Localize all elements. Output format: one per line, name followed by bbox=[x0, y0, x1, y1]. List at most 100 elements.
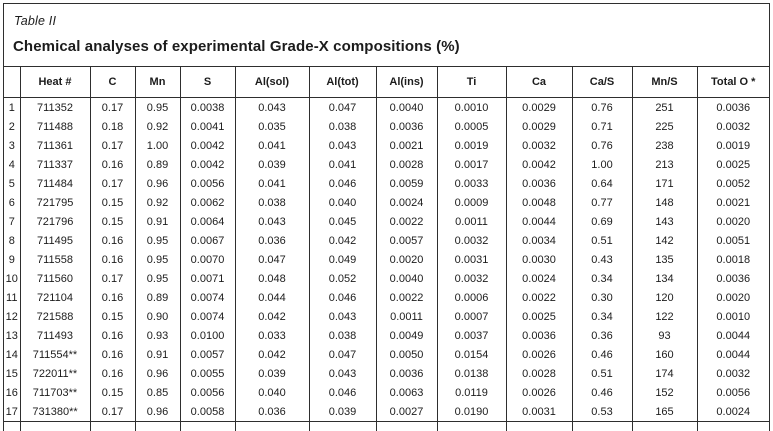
cell-al-ins: 0.0027 bbox=[375, 402, 438, 422]
cell-total-o: 0.0044 bbox=[696, 326, 769, 345]
col-header-ca-s: Ca/S bbox=[571, 66, 633, 98]
cell-ca: 0.0026 bbox=[505, 345, 573, 364]
col-header-ti: Ti bbox=[436, 66, 507, 98]
cell-row-number: 9 bbox=[4, 250, 21, 269]
cell-mn: 0.91 bbox=[134, 345, 181, 364]
cell-heat-number: 711493 bbox=[19, 326, 91, 345]
cell-ti: 0.0033 bbox=[436, 174, 507, 193]
cell-row-number: 4 bbox=[4, 155, 21, 174]
cell-al-sol: 0.033 bbox=[234, 326, 310, 345]
cell-ca-s: 0.76 bbox=[571, 136, 633, 155]
cell-s: 0.0100 bbox=[179, 326, 236, 345]
cell-al-sol: 0.039 bbox=[234, 364, 310, 383]
cell-mn-s: 174 bbox=[631, 364, 698, 383]
cell-mn: 0.90 bbox=[134, 307, 181, 326]
cell-ca: 0.0042 bbox=[505, 155, 573, 174]
cell-al-tot: 0.041 bbox=[308, 155, 377, 174]
cell-total-o: 0.0036 bbox=[696, 97, 769, 117]
cell-ca-s: 0.64 bbox=[571, 174, 633, 193]
cell-heat-number: 722011** bbox=[19, 364, 91, 383]
cell-s: 0.0038 bbox=[179, 97, 236, 117]
cell-total-o: 0.0020 bbox=[696, 288, 769, 307]
cell-al-tot: 0.038 bbox=[308, 326, 377, 345]
cell-al-tot: 0.039 bbox=[308, 402, 377, 422]
cell-ti: 0.0119 bbox=[436, 383, 507, 402]
cell-al-ins: 0.0036 bbox=[375, 117, 438, 136]
cell-mn-s: 122 bbox=[631, 307, 698, 326]
cell-heat-number: 711703** bbox=[19, 383, 91, 402]
cell-ca-s: 0.46 bbox=[571, 383, 633, 402]
cell-ca: 0.0032 bbox=[505, 136, 573, 155]
cell-ca-s: 0.71 bbox=[571, 117, 633, 136]
cell-s: 0.0062 bbox=[179, 193, 236, 212]
cell-al-sol: 0.036 bbox=[234, 402, 310, 422]
cell-total-o: 0.0025 bbox=[696, 155, 769, 174]
cell-s: 0.0057 bbox=[179, 345, 236, 364]
cell-ca-s: 0.53 bbox=[571, 402, 633, 422]
cell-al-tot: 0.046 bbox=[308, 383, 377, 402]
cell-ti: 0.0138 bbox=[436, 364, 507, 383]
cell-ca-s: 0.69 bbox=[571, 212, 633, 231]
cell-total-o: 0.0020 bbox=[696, 212, 769, 231]
cell-mn: 0.89 bbox=[134, 155, 181, 174]
cell-c: 0.18 bbox=[89, 117, 136, 136]
cell-ti: 0.0006 bbox=[436, 288, 507, 307]
cell-al-sol: 0.048 bbox=[234, 269, 310, 288]
cell-al-tot: 0.038 bbox=[308, 117, 377, 136]
cell-al-ins: 0.0063 bbox=[375, 383, 438, 402]
cell-ca-s: 0.76 bbox=[571, 97, 633, 117]
table-row: 7 721796 0.15 0.91 0.0064 0.043 0.045 0.0022 0.0… bbox=[4, 212, 769, 231]
cell-total-o: 0.0051 bbox=[696, 231, 769, 250]
cell-empty bbox=[696, 421, 769, 431]
cell-c: 0.17 bbox=[89, 97, 136, 117]
cell-c: 0.16 bbox=[89, 345, 136, 364]
cell-mn: 1.00 bbox=[134, 136, 181, 155]
cell-s: 0.0042 bbox=[179, 136, 236, 155]
cell-empty bbox=[4, 421, 21, 431]
cell-s: 0.0055 bbox=[179, 364, 236, 383]
cell-empty bbox=[436, 421, 507, 431]
cell-al-ins: 0.0028 bbox=[375, 155, 438, 174]
cell-total-o: 0.0032 bbox=[696, 364, 769, 383]
cell-ti: 0.0010 bbox=[436, 97, 507, 117]
chemical-analyses-table: Heat # C Mn S Al(sol) Al(tot) Al(ins) Ti… bbox=[4, 66, 769, 431]
table-body: 1 711352 0.17 0.95 0.0038 0.043 0.047 0.0040 0.0… bbox=[4, 97, 769, 431]
cell-heat-number: 711560 bbox=[19, 269, 91, 288]
cell-row-number: 1 bbox=[4, 97, 21, 117]
cell-mn: 0.95 bbox=[134, 231, 181, 250]
cell-ca: 0.0030 bbox=[505, 250, 573, 269]
cell-total-o: 0.0052 bbox=[696, 174, 769, 193]
cell-c: 0.16 bbox=[89, 231, 136, 250]
table-row: 17 731380** 0.17 0.96 0.0058 0.036 0.039 0.0027… bbox=[4, 402, 769, 422]
cell-al-sol: 0.040 bbox=[234, 383, 310, 402]
cell-ca-s: 0.36 bbox=[571, 326, 633, 345]
table-row: 16 711703** 0.15 0.85 0.0056 0.040 0.046 0.0063… bbox=[4, 383, 769, 402]
cell-al-ins: 0.0049 bbox=[375, 326, 438, 345]
cell-al-sol: 0.036 bbox=[234, 231, 310, 250]
cell-al-sol: 0.044 bbox=[234, 288, 310, 307]
col-header-c: C bbox=[89, 66, 136, 98]
cell-heat-number: 711558 bbox=[19, 250, 91, 269]
cell-s: 0.0056 bbox=[179, 174, 236, 193]
col-header-al-tot: Al(tot) bbox=[308, 66, 377, 98]
cell-mn: 0.92 bbox=[134, 193, 181, 212]
table-row: 1 711352 0.17 0.95 0.0038 0.043 0.047 0.0040 0.0… bbox=[4, 97, 769, 117]
cell-mn-s: 142 bbox=[631, 231, 698, 250]
cell-total-o: 0.0056 bbox=[696, 383, 769, 402]
table-row: 5 711484 0.17 0.96 0.0056 0.041 0.046 0.0059 0.0… bbox=[4, 174, 769, 193]
cell-mn: 0.85 bbox=[134, 383, 181, 402]
cell-c: 0.15 bbox=[89, 307, 136, 326]
col-header-s: S bbox=[179, 66, 236, 98]
cell-heat-number: 721104 bbox=[19, 288, 91, 307]
cell-mn: 0.96 bbox=[134, 402, 181, 422]
cell-ca: 0.0034 bbox=[505, 231, 573, 250]
cell-s: 0.0074 bbox=[179, 288, 236, 307]
cell-al-ins: 0.0050 bbox=[375, 345, 438, 364]
cell-mn: 0.91 bbox=[134, 212, 181, 231]
table-row: 4 711337 0.16 0.89 0.0042 0.039 0.041 0.0028 0.0… bbox=[4, 155, 769, 174]
cell-mn-s: 165 bbox=[631, 402, 698, 422]
cell-c: 0.16 bbox=[89, 326, 136, 345]
cell-total-o: 0.0024 bbox=[696, 402, 769, 422]
cell-ca-s: 0.46 bbox=[571, 345, 633, 364]
cell-row-number: 5 bbox=[4, 174, 21, 193]
